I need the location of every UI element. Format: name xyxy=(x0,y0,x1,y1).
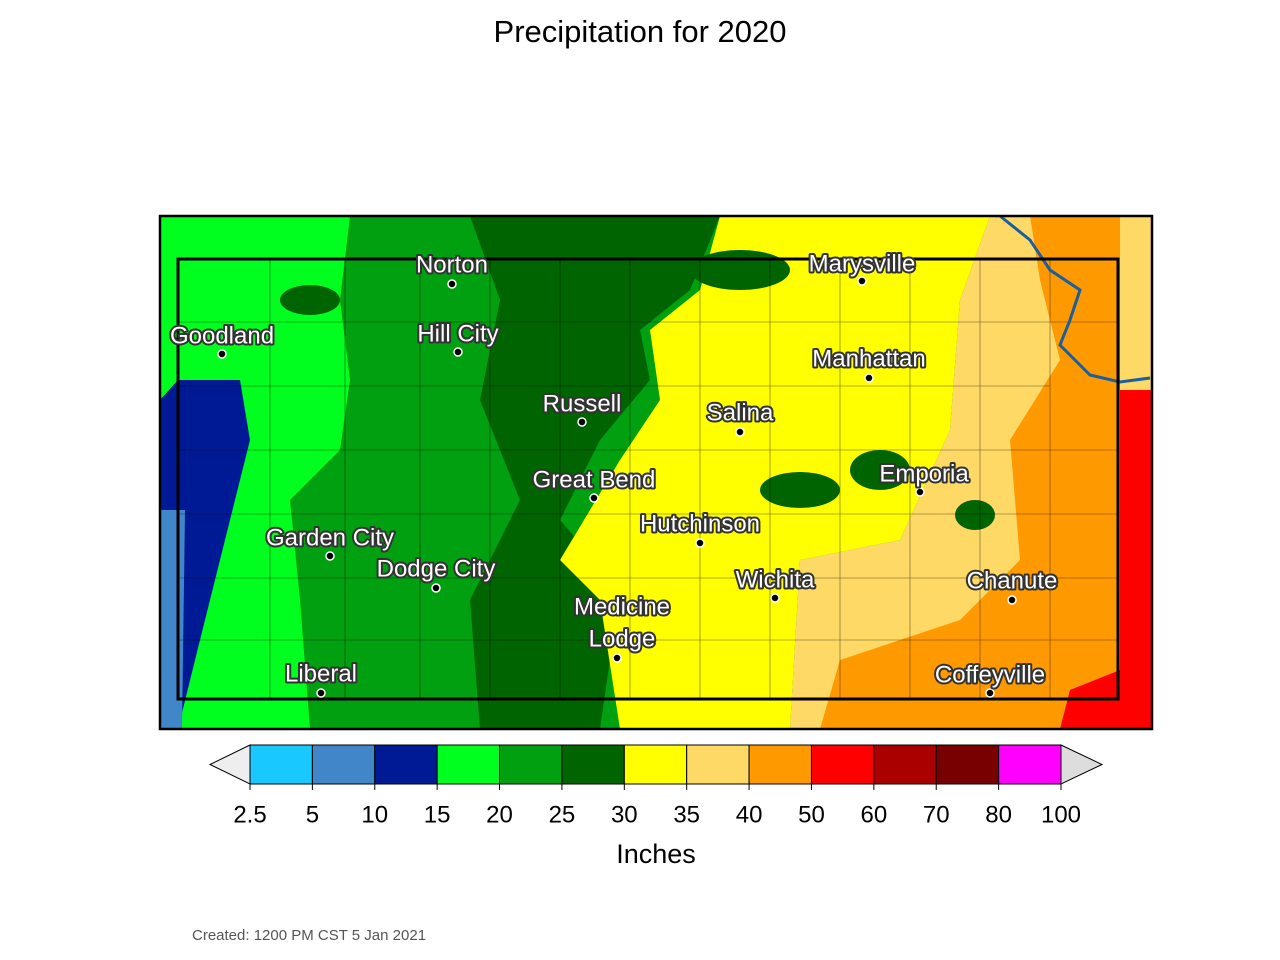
colorbar-tick-label: 30 xyxy=(611,801,638,828)
city-dot xyxy=(577,417,587,427)
colorbar-over xyxy=(1060,744,1104,785)
city-dot xyxy=(770,593,780,603)
colorbar-tick-label: 70 xyxy=(923,801,950,828)
colorbar-swatch xyxy=(935,744,1000,785)
city-label: Hutchinson xyxy=(640,510,760,537)
colorbar-swatch xyxy=(623,744,688,785)
precip-area xyxy=(1120,216,1152,390)
city-label: Manhattan xyxy=(812,345,925,372)
colorbar-under xyxy=(208,744,251,785)
city-label: Hill City xyxy=(417,320,498,347)
city-label: Lodge xyxy=(589,625,656,652)
precip-area xyxy=(850,450,910,490)
city-dot xyxy=(316,688,326,698)
city-dot xyxy=(589,493,599,503)
precip-area xyxy=(760,472,840,508)
colorbar-label: Inches xyxy=(616,839,696,869)
city-label: Norton xyxy=(416,251,488,278)
city-dot xyxy=(1007,595,1017,605)
city-label: Emporia xyxy=(879,460,969,487)
colorbar-swatch xyxy=(561,744,625,785)
city-dot xyxy=(915,487,925,497)
colorbar-tick-label: 50 xyxy=(798,801,825,828)
colorbar-tick-label: 2.5 xyxy=(233,801,266,828)
colorbar-swatch xyxy=(436,744,501,785)
state-border xyxy=(176,257,1120,701)
city-dot xyxy=(431,583,441,593)
colorbar-tick-label: 20 xyxy=(486,801,513,828)
footer: Created: 1200 PM CST 5 Jan 2021 xyxy=(192,927,426,944)
colorbar: 2.5 5 10 15 20 25 30 35 40 50 60 70 80 100 xyxy=(208,744,1104,828)
city-label: Chanute xyxy=(967,567,1058,594)
colorbar-swatch xyxy=(998,744,1062,785)
precip-area xyxy=(690,250,790,290)
city-dot xyxy=(217,349,227,359)
precip-area xyxy=(820,216,1152,729)
precip-area xyxy=(470,216,720,729)
colorbar-tick-label: 25 xyxy=(549,801,576,828)
city-dot xyxy=(612,653,622,663)
title: Precipitation for 2020 xyxy=(494,14,787,49)
river xyxy=(999,214,1151,384)
city-dot xyxy=(857,276,867,286)
colorbar-swatch xyxy=(873,744,937,785)
city-dot xyxy=(325,551,335,561)
city-label: Medicine xyxy=(574,593,670,620)
colorbar-tick-label: 100 xyxy=(1041,801,1081,828)
city-label: Salina xyxy=(707,399,774,426)
city-label: Russell xyxy=(543,390,622,417)
precip-area xyxy=(955,500,995,530)
city-dot xyxy=(695,538,705,548)
map-frame xyxy=(158,214,1154,731)
colorbar-swatch xyxy=(810,744,875,785)
city-label: Dodge City xyxy=(377,555,496,582)
city-dot xyxy=(447,279,457,289)
colorbar-tick-label: 60 xyxy=(860,801,887,828)
city-label: Goodland xyxy=(170,322,274,349)
city-label: Great Bend xyxy=(533,466,656,493)
city-label: Wichita xyxy=(736,566,815,593)
colorbar-swatch xyxy=(499,744,563,785)
colorbar-tick-label: 80 xyxy=(985,801,1012,828)
colorbar-swatch xyxy=(311,744,376,785)
colorbar-swatch xyxy=(748,744,812,785)
county-lines xyxy=(178,259,1118,699)
city-label: Coffeyville xyxy=(935,661,1045,688)
cities: Norton Goodland Hill City Russell Salina Mary… xyxy=(168,248,1059,698)
precip-area xyxy=(560,216,990,729)
colorbar-swatch xyxy=(374,744,438,785)
precip-field xyxy=(160,216,1152,729)
colorbar-tick-label: 35 xyxy=(673,801,700,828)
colorbar-tick-label: 15 xyxy=(424,801,451,828)
colorbar-tick-label: 5 xyxy=(306,801,319,828)
city-label: Marysville xyxy=(809,250,916,277)
city-dot xyxy=(735,427,745,437)
colorbar-tick-label: 40 xyxy=(736,801,763,828)
city-dot xyxy=(864,373,874,383)
city-dot xyxy=(985,688,995,698)
colorbar-swatch xyxy=(249,744,313,785)
city-label: Garden City xyxy=(266,524,394,551)
precip-area xyxy=(280,285,340,315)
city-label: Liberal xyxy=(285,660,357,687)
precip-area xyxy=(160,510,185,729)
precip-area xyxy=(1060,390,1152,729)
colorbar-tick-label: 10 xyxy=(361,801,388,828)
colorbar-swatch xyxy=(686,744,750,785)
city-dot xyxy=(453,347,463,357)
